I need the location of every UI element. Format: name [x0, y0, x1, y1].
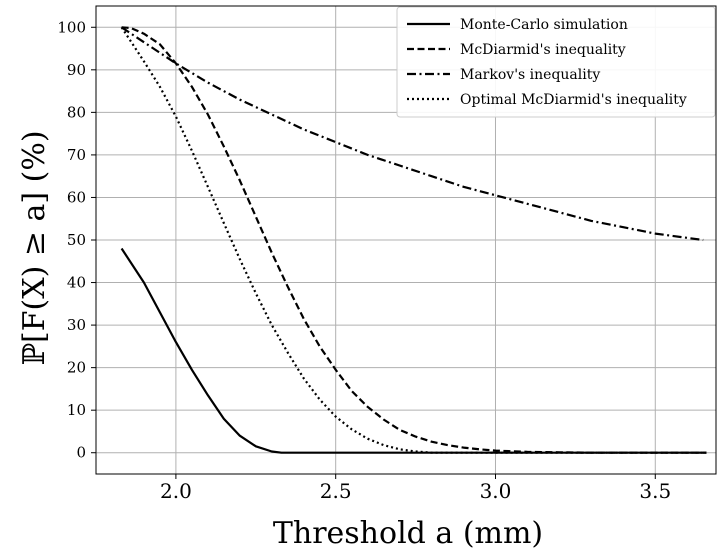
- y-tick-label: 100: [57, 18, 86, 36]
- legend-entry: Optimal McDiarmid's inequality: [460, 92, 687, 108]
- x-axis-label: Threshold a (mm): [273, 516, 543, 551]
- y-tick-label: 70: [67, 146, 86, 164]
- ticks: [91, 26, 656, 479]
- y-tick-label: 0: [76, 444, 86, 462]
- legend-entry: Monte-Carlo simulation: [460, 17, 628, 33]
- y-tick-label: 20: [67, 359, 86, 377]
- tick-labels: 2.0 2.5 3.0 3.5 0 10 20 30 40 50 60 70 80 90 100: [57, 18, 671, 503]
- series-line: [120, 26, 707, 454]
- legend-entry: Markov's inequality: [460, 67, 600, 83]
- y-tick-label: 50: [67, 231, 86, 249]
- legend-entry: McDiarmid's inequality: [460, 42, 626, 58]
- legend: Monte-Carlo simulation McDiarmid's inequa…: [396, 6, 716, 118]
- x-tick-label: 3.5: [639, 479, 671, 503]
- y-tick-label: 80: [67, 103, 86, 121]
- y-tick-label: 30: [67, 316, 86, 334]
- y-tick-label: 90: [67, 61, 86, 79]
- x-tick-label: 2.5: [320, 479, 352, 503]
- series-line: [120, 26, 704, 242]
- y-axis-label: ℙ[F(X) ≥ a] (%): [17, 130, 52, 365]
- x-tick-label: 3.0: [480, 479, 512, 503]
- y-tick-label: 60: [67, 188, 86, 206]
- series-line: [120, 247, 707, 454]
- y-tick-label: 40: [67, 274, 86, 292]
- y-tick-label: 10: [67, 401, 86, 419]
- x-tick-label: 2.0: [160, 479, 192, 503]
- series-layer: [120, 26, 707, 454]
- legend-box: [396, 6, 716, 118]
